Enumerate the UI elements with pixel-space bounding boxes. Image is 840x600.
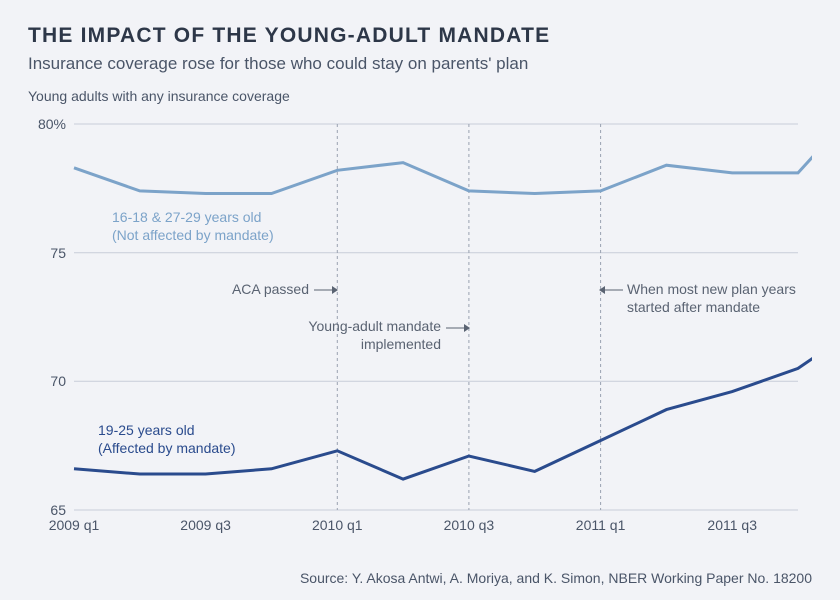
svg-text:2011 q1: 2011 q1	[576, 517, 626, 533]
svg-text:(Not affected by mandate): (Not affected by mandate)	[112, 227, 274, 243]
svg-text:2011 q3: 2011 q3	[707, 517, 757, 533]
page-subtitle: Insurance coverage rose for those who co…	[28, 54, 812, 74]
svg-text:16-18 & 27-29 years old: 16-18 & 27-29 years old	[112, 209, 261, 225]
svg-text:2009 q1: 2009 q1	[49, 517, 100, 533]
page-title: THE IMPACT OF THE YOUNG-ADULT MANDATE	[28, 24, 812, 48]
svg-text:2010 q1: 2010 q1	[312, 517, 363, 533]
svg-text:started after mandate: started after mandate	[627, 299, 760, 315]
y-axis-title: Young adults with any insurance coverage	[28, 88, 812, 104]
y-ticks: 65 70 75 80%	[38, 116, 66, 518]
annotation-mandate-implemented: Young-adult mandate implemented	[308, 318, 470, 352]
annotation-plan-years: When most new plan years started after m…	[599, 281, 796, 315]
svg-text:65: 65	[50, 502, 66, 518]
legend-affected: 19-25 years old (Affected by mandate)	[98, 422, 235, 456]
svg-text:Young-adult mandate: Young-adult mandate	[308, 318, 441, 334]
svg-text:2010 q3: 2010 q3	[444, 517, 495, 533]
source-citation: Source: Y. Akosa Antwi, A. Moriya, and K…	[300, 570, 812, 586]
svg-text:ACA passed: ACA passed	[232, 281, 309, 297]
svg-text:When most new plan years: When most new plan years	[627, 281, 796, 297]
svg-text:2009 q3: 2009 q3	[180, 517, 231, 533]
reference-lines	[337, 124, 600, 510]
svg-text:implemented: implemented	[361, 336, 441, 352]
line-not-affected	[74, 134, 812, 193]
legend-not-affected: 16-18 & 27-29 years old (Not affected by…	[112, 209, 274, 243]
svg-text:75: 75	[50, 245, 66, 261]
svg-text:(Affected by mandate): (Affected by mandate)	[98, 440, 235, 456]
x-ticks: 2009 q1 2009 q3 2010 q1 2010 q3 2011 q1 …	[49, 517, 757, 533]
svg-text:80%: 80%	[38, 116, 66, 132]
chart-container: 65 70 75 80% 2009 q1 2009 q3 2010 q1 201…	[28, 110, 812, 540]
annotation-aca-passed: ACA passed	[232, 281, 338, 297]
svg-text:70: 70	[50, 373, 66, 389]
svg-text:19-25 years old: 19-25 years old	[98, 422, 195, 438]
coverage-chart: 65 70 75 80% 2009 q1 2009 q3 2010 q1 201…	[28, 110, 812, 540]
line-affected	[74, 348, 812, 479]
